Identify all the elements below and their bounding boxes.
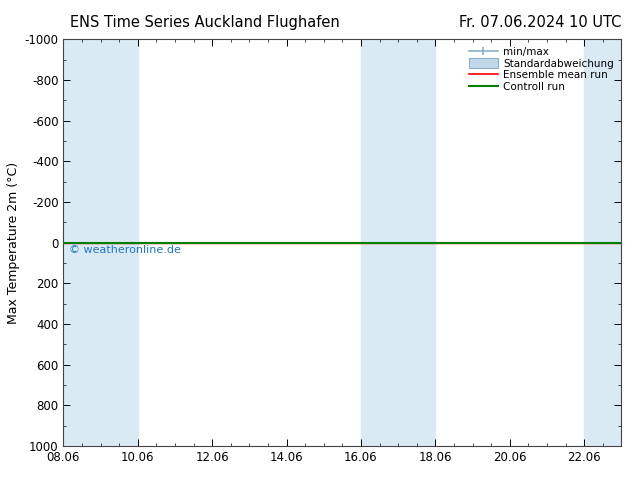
Bar (361, 39, 436, 446)
Bar (584, 39, 621, 446)
Y-axis label: Max Temperature 2m (°C): Max Temperature 2m (°C) (8, 162, 20, 323)
Text: © weatheronline.de: © weatheronline.de (69, 245, 181, 255)
Legend: min/max, Standardabweichung, Ensemble mean run, Controll run: min/max, Standardabweichung, Ensemble me… (467, 45, 616, 94)
Text: Fr. 07.06.2024 10 UTC: Fr. 07.06.2024 10 UTC (459, 15, 621, 30)
Bar (63, 39, 138, 446)
Text: ENS Time Series Auckland Flughafen: ENS Time Series Auckland Flughafen (70, 15, 339, 30)
